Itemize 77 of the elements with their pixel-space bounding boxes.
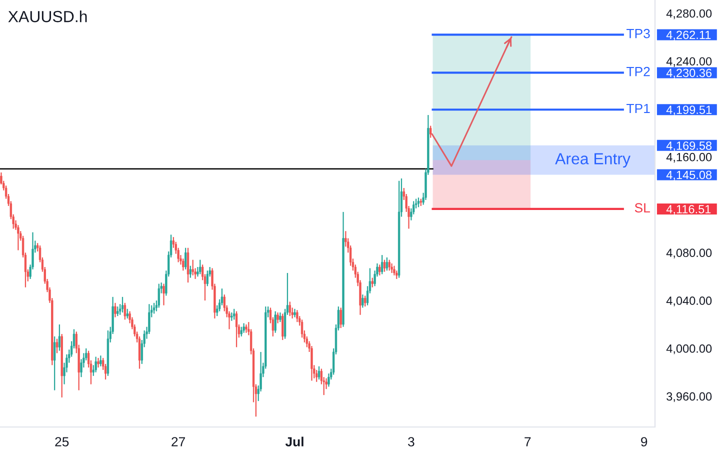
- candlestick: [162, 283, 165, 306]
- y-tick-label: 4,169.58: [666, 141, 712, 152]
- candlestick: [158, 283, 160, 308]
- y-tick-label: 4,040.00: [666, 296, 712, 306]
- text: XAUUSD.h: [8, 10, 87, 22]
- candlestick: [276, 312, 279, 324]
- candlestick: [318, 366, 320, 380]
- ref-line-label: TP1: [626, 104, 650, 114]
- y-tick-label: 4,262.11: [666, 30, 711, 40]
- y-tick-label: 4,230.36: [666, 68, 712, 78]
- candlestick: [114, 302, 116, 318]
- candlestick: [100, 355, 102, 367]
- candlestick: [364, 295, 366, 308]
- x-tick-label: 7: [524, 437, 531, 446]
- candlestick: [279, 312, 282, 323]
- candlestick: [288, 301, 291, 317]
- y-tick-label: 4,116.51: [666, 204, 711, 215]
- y-tick-label: 4,080.00: [666, 248, 712, 258]
- candlestick: [328, 372, 330, 388]
- y-tick-label: 4,000.00: [666, 344, 712, 354]
- candlestick: [362, 294, 364, 308]
- y-tick-label: 4,145.08: [666, 170, 712, 181]
- x-tick-label: 27: [172, 437, 185, 446]
- x-tick-label: 25: [55, 437, 69, 446]
- candlestick: [126, 308, 128, 320]
- x-tick-label: 9: [641, 437, 648, 446]
- candlestick: [121, 296, 124, 314]
- candlestick: [393, 265, 396, 276]
- candlestick: [386, 256, 388, 272]
- candlestick: [300, 319, 304, 338]
- candlestick: [148, 304, 150, 335]
- candlestick: [274, 310, 276, 334]
- y-tick-label: 3,960.00: [666, 392, 712, 402]
- candlestick: [378, 264, 381, 276]
- candlestick: [430, 125, 432, 138]
- x-tick-label: Jul: [285, 436, 304, 446]
- candlestick: [97, 357, 100, 368]
- candlestick: [242, 322, 245, 334]
- candlestick: [310, 345, 313, 382]
- band-label: Area Entry: [555, 153, 630, 168]
- candlestick: [152, 302, 156, 314]
- y-tick-label: 4,160.00: [666, 152, 712, 163]
- candlestick: [58, 324, 61, 352]
- candlestick: [199, 259, 202, 275]
- y-tick-label: 4,240.00: [666, 57, 712, 67]
- candlestick: [116, 306, 119, 317]
- candlestick: [296, 310, 298, 323]
- candlestick: [182, 258, 184, 272]
- candlestick: [388, 259, 390, 272]
- candlestick: [371, 277, 374, 288]
- candlestick: [240, 326, 242, 337]
- ref-line-label: TP2: [626, 66, 650, 76]
- candlestick: [184, 247, 187, 270]
- y-tick-label: 4,199.51: [666, 106, 712, 116]
- candlestick: [340, 307, 342, 329]
- candlestick: [138, 336, 141, 370]
- candlestick: [390, 262, 393, 274]
- candlestick: [56, 338, 58, 354]
- candlestick: [17, 224, 20, 251]
- candlestick: [235, 310, 238, 348]
- candlestick: [54, 336, 56, 391]
- candlestick: [124, 302, 126, 320]
- candlestick: [186, 247, 190, 284]
- candlestick: [206, 270, 208, 287]
- y-tick-label: 4,280.00: [666, 9, 712, 20]
- candlestick: [233, 308, 236, 320]
- candlestick: [381, 254, 384, 275]
- candlestick: [282, 313, 284, 341]
- candlestick: [417, 197, 420, 208]
- candlestick: [189, 265, 192, 278]
- ref-line-label: SL: [634, 203, 650, 212]
- ref-line-label: TP3: [626, 28, 650, 38]
- candlestick: [316, 369, 318, 382]
- candlestick: [192, 259, 194, 276]
- x-tick-label: 3: [408, 437, 414, 446]
- candlestick: [94, 356, 97, 373]
- candlestick: [383, 259, 386, 272]
